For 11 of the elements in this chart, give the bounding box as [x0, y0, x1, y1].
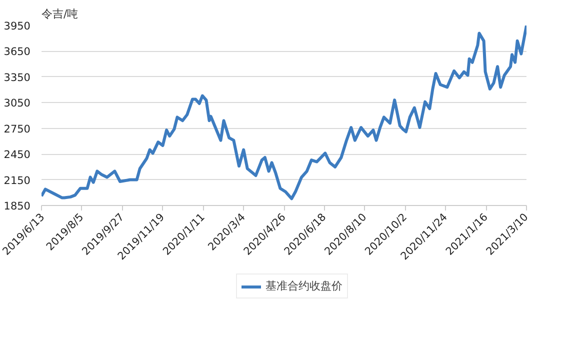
y-tick-label: 3350	[4, 72, 31, 84]
y-tick-label: 3650	[4, 46, 31, 58]
y-tick-label: 1850	[4, 200, 31, 212]
y-tick-label: 2750	[4, 123, 31, 136]
y-axis-title: 令吉/吨	[42, 8, 78, 20]
line-series	[42, 26, 526, 200]
y-tick-label: 2450	[4, 149, 31, 162]
y-tick-label: 3050	[4, 98, 31, 110]
y-tick-label: 3950	[4, 20, 31, 32]
legend-label: 基准合约收盘价	[266, 278, 342, 294]
y-tick-label: 2150	[4, 174, 31, 187]
